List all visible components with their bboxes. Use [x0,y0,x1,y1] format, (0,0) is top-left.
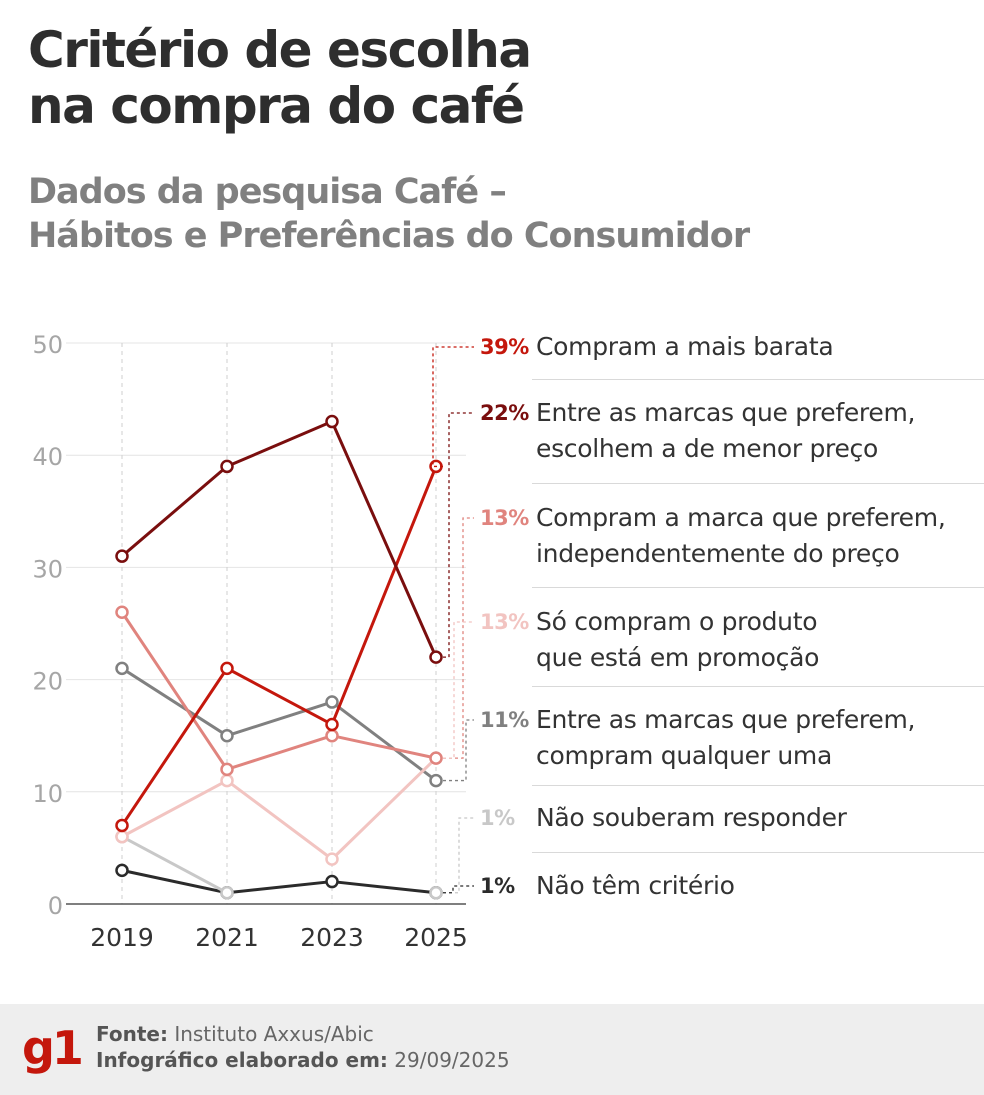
source-label: Fonte: [96,1022,168,1046]
data-point [429,773,443,788]
data-point [325,414,339,429]
legend-value: 13% [480,610,529,634]
x-tick-label: 2025 [404,923,468,952]
y-tick-label: 20 [32,668,63,696]
chart-title-line-1: Critério de escolha [28,21,532,79]
y-tick-label: 40 [32,443,63,471]
series-line [121,667,437,782]
leader-line [443,517,474,759]
date-label: Infográfico elaborado em: [96,1048,388,1072]
data-point [115,549,129,563]
data-point [325,728,339,743]
data-point [115,863,129,878]
leader-line [443,621,474,759]
legend-separator [532,379,984,380]
legend-value: 11% [480,708,529,732]
line-chart: 0 10 20 30 40 50 2019 2021 2023 2025 [32,331,474,952]
legend-label: Só compram o produto que está em promoção [536,604,976,676]
data-point [115,829,129,844]
legend-value: 1% [480,806,515,830]
legend-value: 13% [480,506,529,530]
date-value: 29/09/2025 [394,1048,510,1072]
data-point [325,695,339,709]
data-point [220,762,234,777]
legend-value: 1% [480,874,515,898]
data-point [325,852,339,866]
legend-label-line: escolhem a de menor preço [536,434,878,463]
legend-separator [532,483,984,484]
leader-line [443,885,474,894]
legend-label: Entre as marcas que preferem, escolhem a … [536,395,976,467]
date-credit: Infográfico elaborado em: 29/09/2025 [96,1048,510,1072]
series-line [120,465,438,827]
x-tick-label: 2019 [90,923,154,952]
legend-label-line: Não souberam responder [536,803,847,832]
series-line [121,420,438,658]
data-point [220,661,234,676]
data-point [220,728,234,743]
leader-line [443,817,474,894]
legend-value: 39% [480,335,529,359]
data-point [220,886,234,900]
chart-subtitle-line-1: Dados da pesquisa Café – [28,172,507,212]
legend-separator [532,852,984,853]
data-point [325,874,339,889]
series-line [121,757,438,861]
data-point [429,751,443,765]
legend-label-line: compram qualquer uma [536,741,832,770]
legend-value: 22% [480,401,529,425]
leader-line [443,412,474,658]
data-point [220,459,234,474]
x-tick-label: 2021 [195,923,259,952]
legend-label: Entre as marcas que preferem, compram qua… [536,702,976,774]
legend-label: Não têm critério [536,868,976,904]
data-point [115,605,129,620]
series-line [120,611,437,771]
data-point [325,717,339,732]
legend-label-line: Entre as marcas que preferem, [536,705,916,734]
legend-separator [532,686,984,687]
chart-subtitle-line-2: Hábitos e Preferências do Consumidor [28,216,750,256]
g1-logo: g1 [22,1021,84,1075]
series-line [121,868,437,895]
source-value: Instituto Axxus/Abic [174,1022,374,1046]
data-point [115,661,129,676]
legend-label-line: Entre as marcas que preferem, [536,398,916,427]
legend-label-line: Só compram o produto [536,607,818,636]
legend-label-line: que está em promoção [536,643,820,672]
y-tick-label: 30 [32,555,63,583]
legend-separator [532,785,984,786]
y-tick-label: 50 [32,331,63,359]
data-point [220,773,234,788]
data-point [115,818,129,833]
legend-label: Compram a marca que preferem, independent… [536,500,976,572]
series-line [121,835,228,895]
chart-title: Critério de escolha na compra do café [28,22,968,134]
y-tick-label: 0 [48,892,63,920]
x-tick-label: 2023 [300,923,364,952]
legend-separator [532,587,984,588]
y-tick-label: 10 [32,780,63,808]
legend-label-line: Não têm critério [536,871,735,900]
chart-subtitle: Dados da pesquisa Café – Hábitos e Prefe… [28,170,968,258]
legend-label: Compram a mais barata [536,329,976,365]
footer: g1 Fonte: Instituto Axxus/Abic Infográfi… [0,1004,984,1095]
chart-title-line-2: na compra do café [28,77,525,135]
legend-label-line: Compram a mais barata [536,332,834,361]
data-point [429,650,443,664]
legend-label: Não souberam responder [536,800,976,836]
leader-line [443,719,474,782]
legend-label-line: independentemente do preço [536,539,900,568]
source-credit: Fonte: Instituto Axxus/Abic [96,1022,374,1046]
legend-label-line: Compram a marca que preferem, [536,503,946,532]
data-point [429,886,443,900]
leader-line [432,346,474,468]
